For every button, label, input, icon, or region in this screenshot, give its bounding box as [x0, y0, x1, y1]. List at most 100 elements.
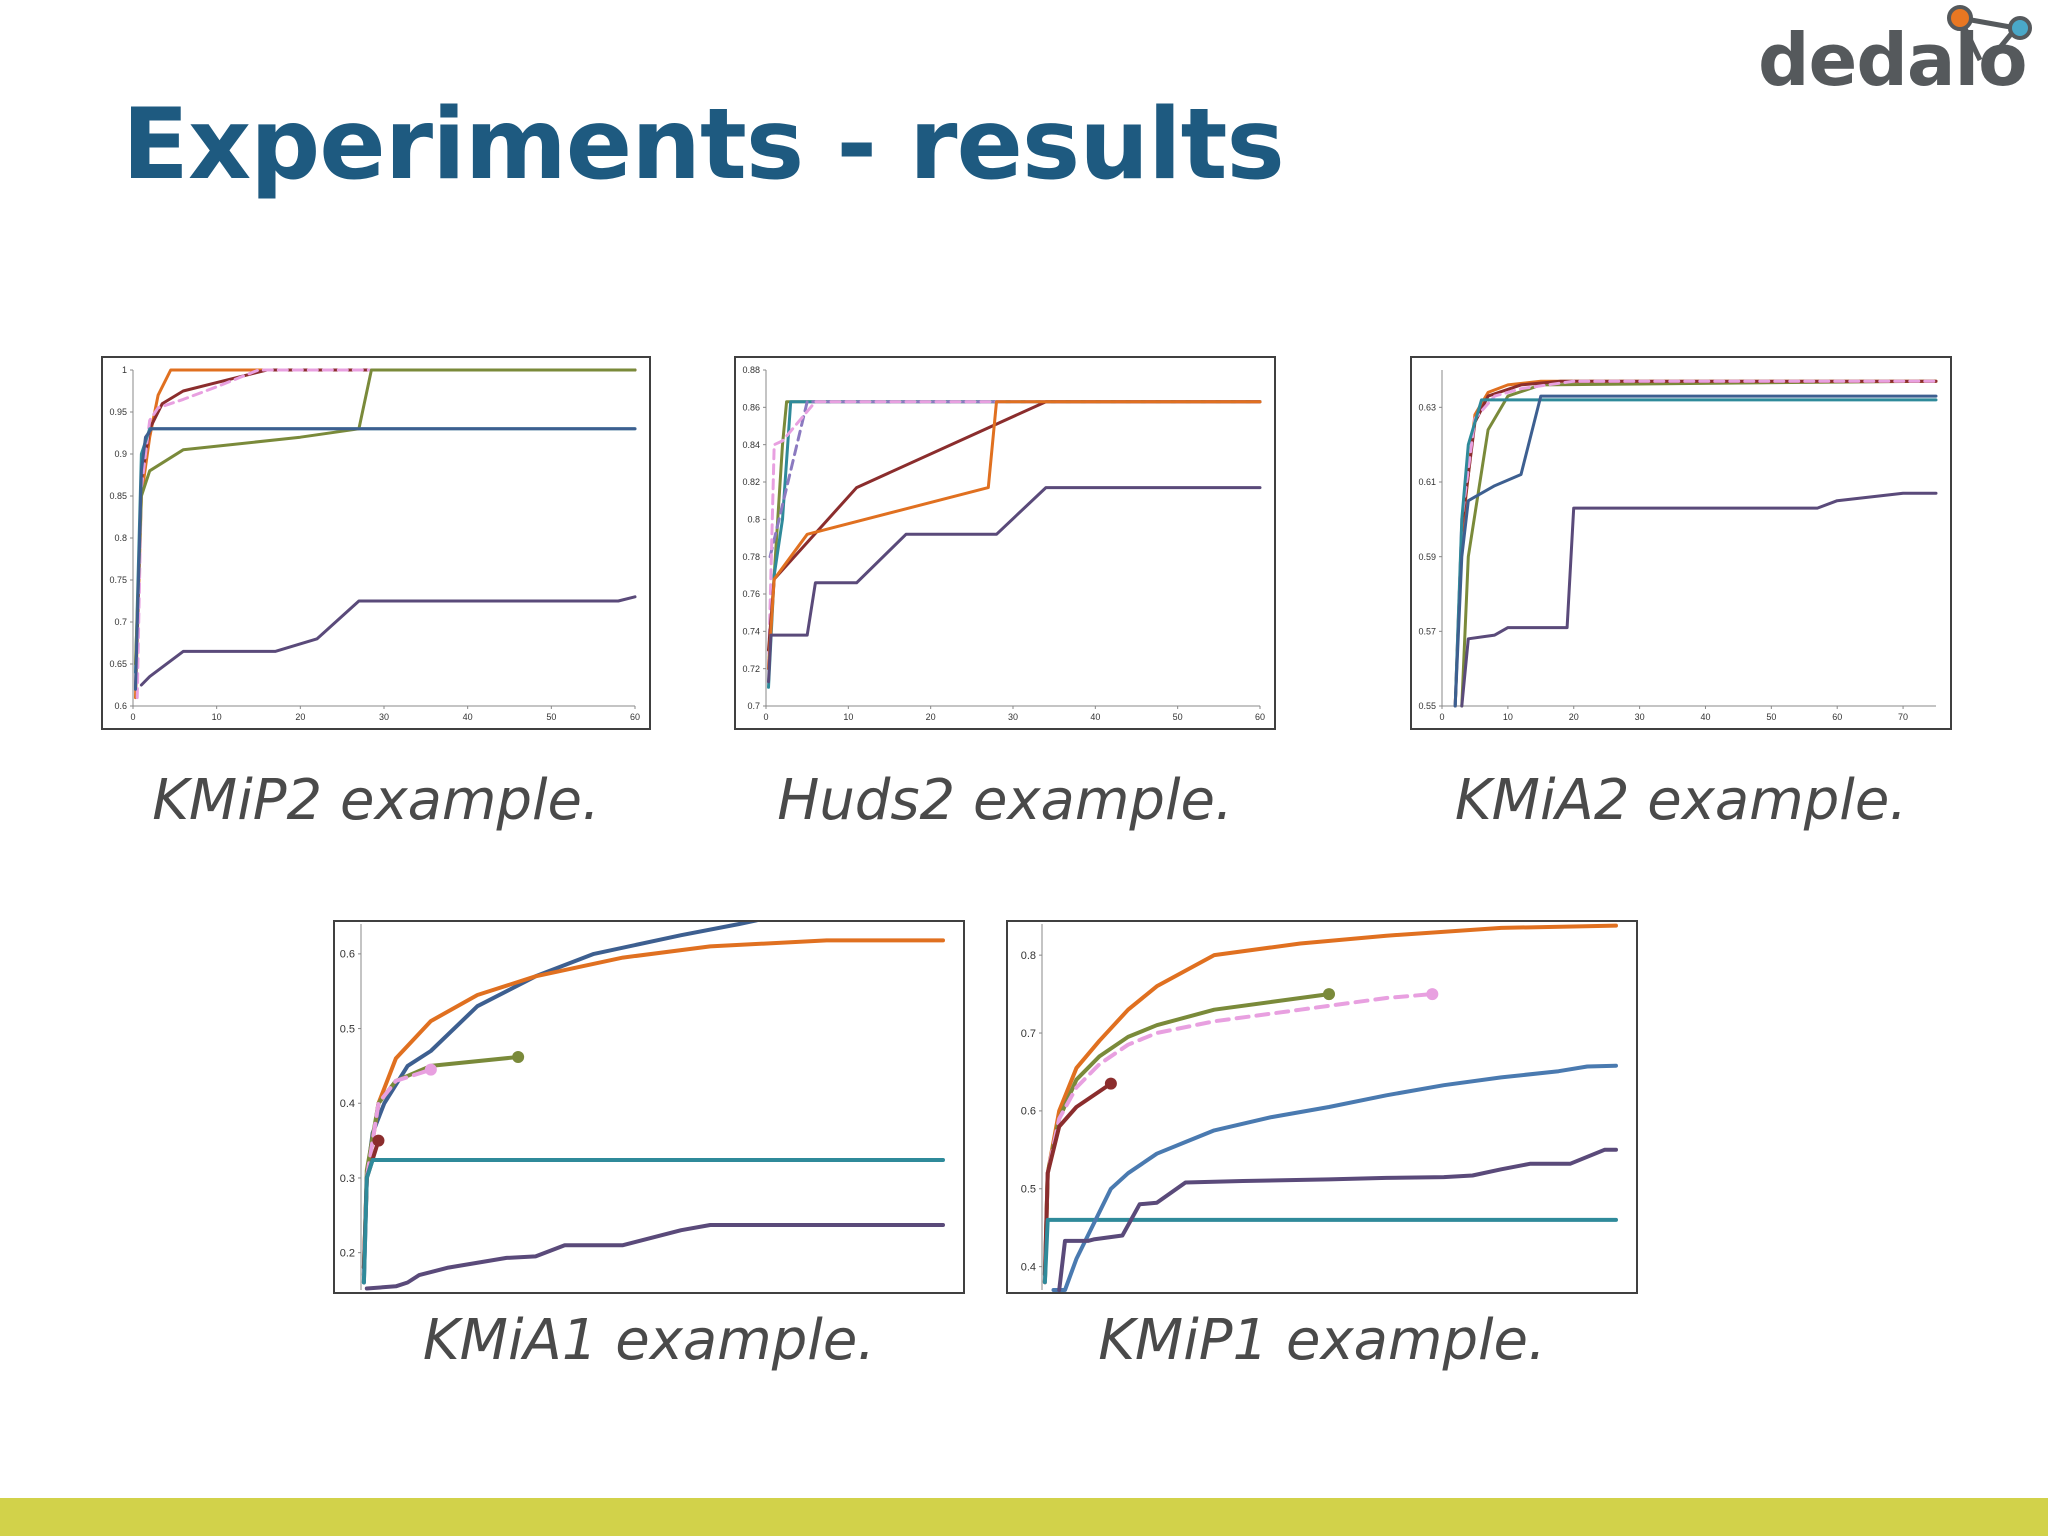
y-tick-label: 0.6 [114, 701, 127, 711]
y-tick-label: 0.9 [114, 449, 127, 459]
chart-huds2: 0.7 0.72 0.74 0.76 0.78 0.8 0.82 0.84 0.86 0.88 0 1… [734, 356, 1276, 730]
series-line-6 [1057, 1147, 1618, 1292]
chart-kmia2: 0.55 0.57 0.59 0.61 0.63 0 10 20 30 40 50 60 70 [1410, 356, 1952, 730]
chart-huds2-plot: 0.7 0.72 0.74 0.76 0.78 0.8 0.82 0.84 0.86 0.88 0 1… [742, 365, 1265, 722]
x-tick-label: 10 [843, 712, 853, 722]
y-tick-label: 0.5 [1021, 1184, 1036, 1196]
series-line-5 [1051, 1063, 1618, 1292]
series-line-0 [1042, 923, 1618, 1285]
series-line-1 [361, 938, 945, 1270]
x-tick-label: 20 [1569, 712, 1579, 722]
caption-kmip1: KMiP1 example. [1098, 1308, 1546, 1373]
y-tick-label: 0.7 [1021, 1028, 1036, 1040]
chart-kmip2: 0.6 0.65 0.7 0.75 0.8 0.85 0.9 0.95 1 0 10 20 30 40 50… [101, 356, 651, 730]
x-tick-label: 40 [1090, 712, 1100, 722]
x-tick-label: 70 [1898, 712, 1908, 722]
series-line-4 [1042, 1217, 1618, 1285]
caption-kmip2: KMiP2 example. [152, 768, 600, 833]
series-line-3 [1042, 1081, 1113, 1277]
series-line-2 [768, 400, 1262, 559]
series-line-3 [767, 400, 1262, 671]
y-tick-label: 0.75 [109, 575, 127, 585]
y-tick-label: 0.57 [1418, 626, 1436, 636]
series-line-5 [134, 427, 637, 691]
x-tick-label: 60 [630, 712, 640, 722]
y-tick-label: 0.78 [742, 552, 760, 562]
y-tick-label: 0.88 [742, 365, 760, 375]
logo-network-icon [1947, 5, 2032, 64]
series-end-marker-2 [1426, 988, 1439, 1001]
y-tick-label: 0.6 [1021, 1106, 1036, 1118]
series-line-3 [361, 1067, 433, 1278]
x-tick-label: 60 [1832, 712, 1842, 722]
series-line-1 [767, 400, 1262, 689]
y-tick-label: 0.7 [747, 701, 760, 711]
series-line-1 [1453, 379, 1938, 708]
y-tick-label: 0.2 [340, 1248, 355, 1260]
y-tick-label: 0.4 [1021, 1261, 1036, 1273]
y-tick-label: 0.4 [340, 1098, 355, 1110]
caption-kmia1: KMiA1 example. [422, 1308, 876, 1373]
dedalo-logo: dedalo [1758, 0, 2048, 110]
series-line-6 [767, 486, 1262, 684]
chart-kmia2-plot: 0.55 0.57 0.59 0.61 0.63 0 10 20 30 40 50 60 70 [1418, 370, 1938, 722]
x-tick-label: 10 [212, 712, 222, 722]
chart-kmia1: 0.2 0.3 0.4 0.5 0.6 [333, 920, 965, 1294]
x-tick-label: 50 [1173, 712, 1183, 722]
x-tick-label: 10 [1503, 712, 1513, 722]
series-line-2 [135, 368, 637, 700]
x-tick-label: 20 [926, 712, 936, 722]
x-tick-label: 30 [379, 712, 389, 722]
x-tick-label: 20 [295, 712, 305, 722]
x-tick-label: 50 [1766, 712, 1776, 722]
series-line-6 [1460, 491, 1938, 708]
x-tick-label: 0 [130, 712, 135, 722]
series-line-6 [139, 595, 637, 687]
y-tick-label: 0.7 [114, 617, 127, 627]
y-tick-label: 0.95 [109, 407, 127, 417]
y-tick-label: 0.6 [340, 949, 355, 961]
y-tick-label: 0.8 [114, 533, 127, 543]
logo-text: dedalo [1758, 18, 2028, 102]
series-line-1 [134, 368, 637, 691]
y-tick-label: 0.8 [1021, 950, 1036, 962]
series-line-0 [767, 400, 1262, 671]
series-end-marker-1 [1323, 988, 1335, 1001]
series-line-6 [364, 1223, 945, 1291]
y-tick-label: 0.55 [1418, 701, 1436, 711]
slide-title: Experiments - results [122, 88, 1285, 202]
caption-kmia2: KMiA2 example. [1454, 768, 1908, 833]
y-tick-label: 0.65 [109, 659, 127, 669]
y-tick-label: 0.59 [1418, 552, 1436, 562]
x-tick-label: 40 [1700, 712, 1710, 722]
series-line-2 [1453, 379, 1938, 708]
y-tick-label: 0.74 [742, 626, 760, 636]
series-line-5 [1453, 394, 1938, 708]
chart-kmip1: 0.4 0.5 0.6 0.7 0.8 [1006, 920, 1638, 1294]
series-line-3 [1453, 379, 1938, 708]
x-tick-label: 40 [463, 712, 473, 722]
x-tick-label: 0 [1439, 712, 1444, 722]
series-line-5 [767, 400, 1262, 671]
chart-kmia1-plot: 0.2 0.3 0.4 0.5 0.6 [340, 922, 945, 1291]
series-line-0 [1460, 379, 1938, 708]
series-end-marker-3 [1104, 1077, 1117, 1090]
y-tick-label: 0.8 [747, 514, 760, 524]
y-tick-label: 0.5 [340, 1023, 355, 1035]
y-tick-label: 0.86 [742, 402, 760, 412]
caption-huds2: Huds2 example. [777, 768, 1233, 833]
y-tick-label: 0.61 [1418, 477, 1436, 487]
x-tick-label: 0 [763, 712, 768, 722]
footer-bar [0, 1498, 2048, 1536]
y-tick-label: 0.72 [742, 664, 760, 674]
series-line-5 [361, 1158, 945, 1285]
series-line-4 [134, 368, 637, 666]
series-line-3 [134, 427, 637, 674]
y-tick-label: 0.63 [1418, 402, 1436, 412]
x-tick-label: 50 [546, 712, 556, 722]
series-line-0 [134, 368, 637, 700]
y-tick-label: 0.84 [742, 440, 760, 450]
y-tick-label: 0.3 [340, 1173, 355, 1185]
y-tick-label: 0.76 [742, 589, 760, 599]
